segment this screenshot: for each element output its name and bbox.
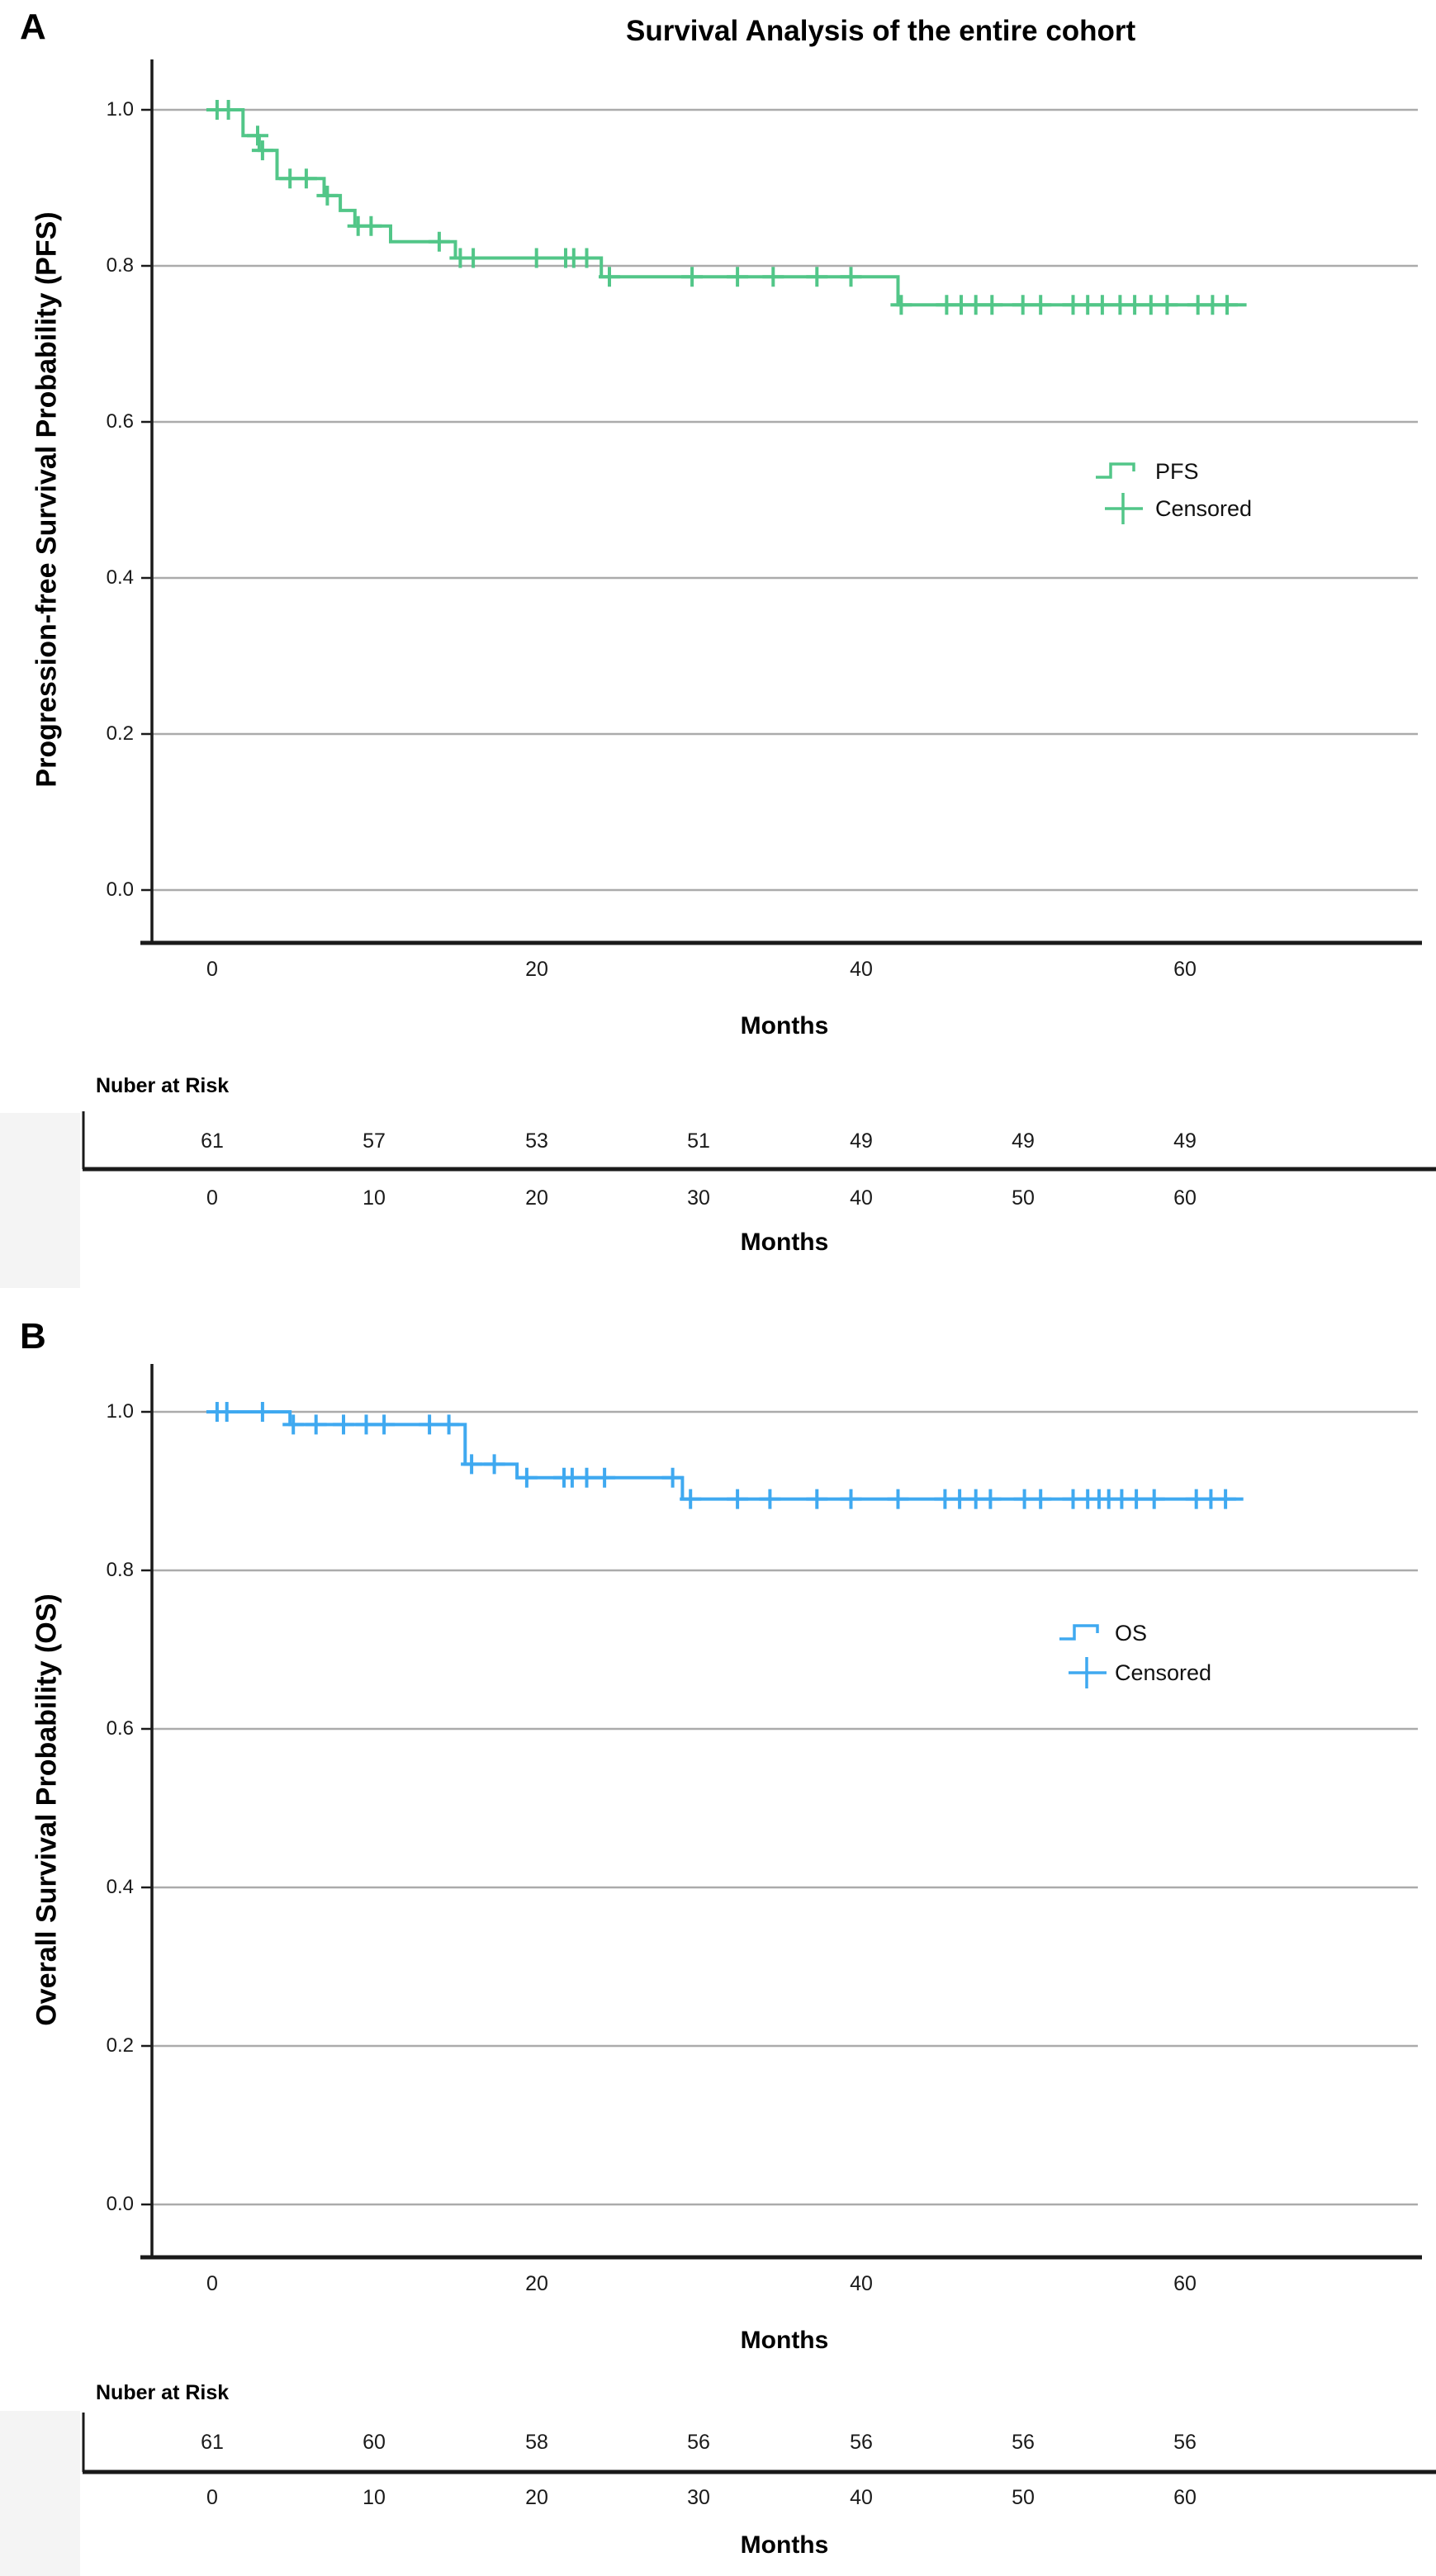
panel-b-y-axis-title: Overall Survival Probability (OS) [31,1593,63,2026]
panel-b-gridlines [152,1410,1418,2206]
os-legend-step-icon [1059,1624,1099,1641]
panel-a-ytick: 0.4 [106,566,134,589]
panel-b-xtick: 20 [525,2272,548,2295]
os-censored-marks [206,1402,1237,1509]
panel-a-ytick: 0.0 [106,878,134,901]
panel-b-ytick: 1.0 [106,1400,134,1423]
panel-b-ytick: 0.8 [106,1559,134,1581]
panel-a-ytick: 0.2 [106,722,134,745]
panel-b-x-axis-title: Months [740,2327,829,2354]
risk-count: 49 [1012,1129,1035,1153]
panel-a-legend-censored-label: Censored [1155,496,1253,521]
risk-count: 61 [201,1129,224,1153]
risk-month: 20 [525,1186,548,1210]
panel-a-xtick: 20 [525,958,548,981]
risk-count: 56 [850,2431,873,2454]
panel-a-xtick: 60 [1173,958,1197,981]
risk-month: 50 [1012,2486,1035,2509]
risk-count: 56 [687,2431,710,2454]
panel-b-ytick: 0.6 [106,1717,134,1740]
panel-b-ytick: 0.0 [106,2193,134,2215]
risk-month: 30 [687,2486,710,2509]
panel-b-risk-x-axis-title: Months [740,2531,829,2559]
risk-month: 60 [1173,1186,1197,1210]
panel-b-axes [140,1364,1422,2260]
panel-b-xtick: 40 [850,2272,873,2295]
panel-a-ytick: 0.6 [106,410,134,433]
os-legend-censored-plus-icon [1069,1657,1107,1688]
panel-b-letter: B [20,1316,46,1357]
risk-count: 61 [201,2431,224,2454]
risk-count: 51 [687,1129,710,1153]
risk-month: 60 [1173,2486,1197,2509]
risk-count: 58 [525,2431,548,2454]
panel-a-xtick: 40 [850,958,873,981]
risk-month: 0 [206,1186,218,1210]
panel-b-xtick: 60 [1173,2272,1197,2295]
risk-count: 49 [850,1129,873,1153]
panel-b-ytick: 0.4 [106,1876,134,1898]
risk-month: 40 [850,2486,873,2509]
panel-b-risk-header: Nuber at Risk [96,2381,230,2404]
pfs-legend-step-icon [1096,462,1135,479]
panel-a-axes [140,59,1422,945]
panel-a-ytick: 1.0 [106,98,134,121]
risk-month: 30 [687,1186,710,1210]
panel-b-risk-table-rules [82,2413,1436,2474]
panel-a-ytick: 0.8 [106,254,134,277]
risk-count: 56 [1012,2431,1035,2454]
panel-a-xtick: 0 [206,958,218,981]
risk-month: 0 [206,2486,218,2509]
panel-a-legend-series-label: PFS [1155,459,1199,484]
risk-count: 49 [1173,1129,1197,1153]
panel-b-legend-series-label: OS [1115,1621,1148,1646]
panel-a-risk-table-rules [82,1111,1436,1172]
risk-count: 53 [525,1129,548,1153]
panel-b-ytick: 0.2 [106,2034,134,2057]
scan-artifact [0,2411,80,2576]
panel-a-y-axis-title: Progression-free Survival Probability (P… [31,211,63,788]
risk-month: 40 [850,1186,873,1210]
pfs-legend-censored-plus-icon [1105,493,1143,524]
risk-count: 56 [1173,2431,1197,2454]
pfs-censored-marks [206,100,1238,315]
risk-month: 10 [363,1186,386,1210]
panel-b-legend-censored-label: Censored [1115,1660,1212,1685]
risk-count: 60 [363,2431,386,2454]
panel-a-x-axis-title: Months [740,1012,829,1039]
panel-a-risk-header: Nuber at Risk [96,1074,230,1097]
panel-a-letter: A [20,7,46,47]
risk-month: 20 [525,2486,548,2509]
panel-a-risk-x-axis-title: Months [740,1229,829,1256]
panel-b-xtick: 0 [206,2272,218,2295]
panel-a-gridlines [152,108,1418,892]
risk-count: 57 [363,1129,386,1153]
scan-artifact [0,1113,80,1288]
risk-month: 50 [1012,1186,1035,1210]
chart-title: Survival Analysis of the entire cohort [626,15,1136,47]
risk-month: 10 [363,2486,386,2509]
